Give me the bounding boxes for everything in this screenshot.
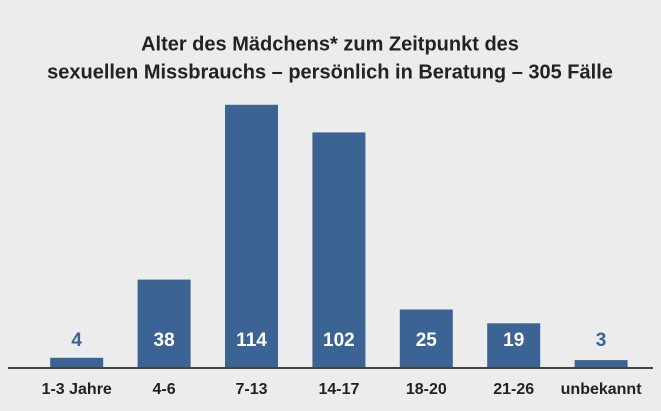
x-tick-label: unbekannt [561, 381, 643, 398]
value-label: 25 [416, 330, 438, 351]
bar [312, 132, 366, 367]
value-label: 114 [236, 330, 267, 351]
value-label: 102 [323, 330, 355, 351]
bar [399, 309, 453, 367]
x-tick-label: 21-26 [493, 381, 534, 398]
value-label: 38 [154, 330, 175, 351]
x-tick-label: 1-3 Jahre [42, 381, 112, 398]
chart-title: Alter des Mädchens* zum Zeitpunkt des [141, 33, 519, 55]
bar [487, 323, 541, 367]
bar [137, 279, 191, 367]
bar [50, 357, 104, 367]
value-label: 3 [596, 330, 607, 351]
bar [225, 104, 278, 368]
x-tick-label: 7-13 [235, 381, 267, 398]
bar [574, 360, 628, 367]
chart-title: sexuellen Missbrauchs – persönlich in Be… [47, 61, 613, 83]
x-tick-label: 18-20 [406, 381, 447, 398]
x-tick-label: 4-6 [153, 381, 176, 398]
value-label: 19 [503, 330, 524, 351]
value-label: 4 [71, 330, 82, 351]
x-tick-label: 14-17 [318, 381, 359, 398]
